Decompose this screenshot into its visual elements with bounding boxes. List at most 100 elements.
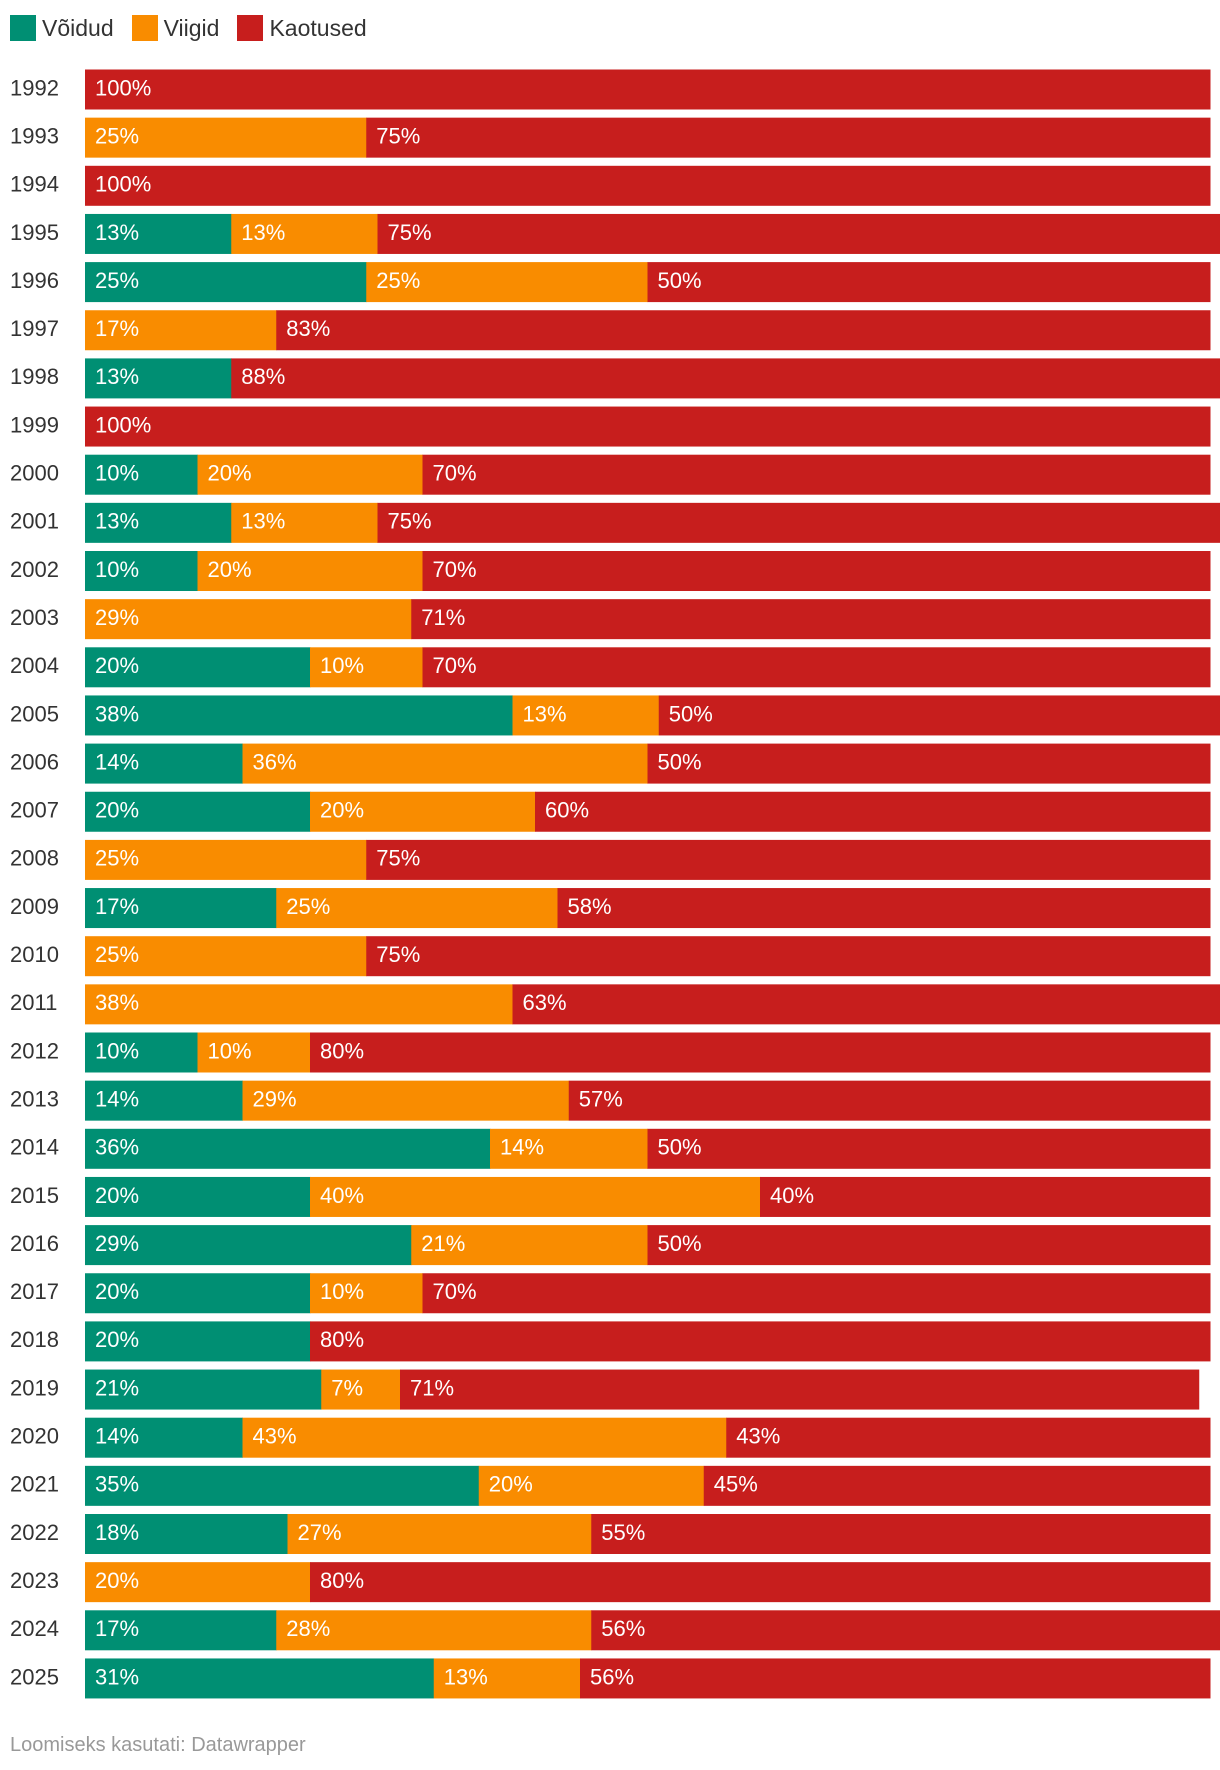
bar-viigid-2025 [433, 1658, 581, 1699]
bar-kaotused-1997 [276, 310, 1211, 351]
data-label-kaotused-1992: 100% [95, 75, 151, 100]
bar-kaotused-2021 [703, 1465, 1211, 1506]
data-label-kaotused-1997: 83% [286, 316, 330, 341]
data-label-kaotused-2020: 43% [736, 1424, 780, 1449]
bar-kaotused-2025 [580, 1658, 1211, 1699]
category-label-2014: 2014 [10, 1135, 59, 1160]
data-label-viigid-2019: 7% [331, 1375, 363, 1400]
bar-viigid-2023 [85, 1562, 311, 1603]
bar-kaotused-2005 [658, 695, 1220, 736]
data-label-viigid-2017: 10% [320, 1279, 364, 1304]
data-label-voidud-1995: 13% [95, 220, 139, 245]
data-label-kaotused-2009: 58% [568, 894, 612, 919]
bar-viigid-2021 [478, 1465, 705, 1506]
bar-kaotused-2010 [366, 936, 1211, 977]
category-label-1995: 1995 [10, 220, 59, 245]
legend-swatch-kaotused [237, 15, 264, 41]
data-label-kaotused-2024: 56% [601, 1616, 645, 1641]
data-label-voidud-2013: 14% [95, 1086, 139, 1111]
bar-kaotused-2000 [422, 454, 1211, 495]
category-label-2002: 2002 [10, 557, 59, 582]
data-label-voidud-2001: 13% [95, 509, 139, 534]
bar-kaotused-1999 [85, 406, 1211, 447]
data-label-viigid-2007: 20% [320, 798, 364, 823]
data-label-kaotused-1998: 88% [241, 364, 285, 389]
bar-viigid-2010 [85, 936, 367, 977]
data-label-kaotused-2000: 70% [433, 461, 477, 486]
category-label-2023: 2023 [10, 1568, 59, 1593]
bar-viigid-2014 [490, 1128, 648, 1169]
data-label-kaotused-2022: 55% [601, 1520, 645, 1545]
data-label-viigid-2010: 25% [95, 942, 139, 967]
data-label-kaotused-2018: 80% [320, 1327, 364, 1352]
data-label-voidud-2022: 18% [95, 1520, 139, 1545]
data-label-viigid-2023: 20% [95, 1568, 139, 1593]
data-label-kaotused-2008: 75% [376, 846, 420, 871]
legend-item-viigid: Viigid [131, 15, 219, 42]
bar-viigid-2024 [276, 1610, 592, 1651]
bar-viigid-2007 [310, 791, 536, 832]
bar-kaotused-2004 [422, 647, 1211, 688]
bar-voidud-2024 [85, 1610, 277, 1651]
bar-kaotused-2014 [647, 1128, 1211, 1169]
category-label-1998: 1998 [10, 364, 59, 389]
data-label-kaotused-1995: 75% [388, 220, 432, 245]
bar-voidud-2009 [85, 888, 277, 929]
bar-viigid-2013 [242, 1080, 570, 1121]
data-label-voidud-2019: 21% [95, 1375, 139, 1400]
bar-voidud-2013 [85, 1080, 243, 1121]
bar-kaotused-2012 [310, 1032, 1211, 1073]
data-label-viigid-2012: 10% [208, 1038, 252, 1063]
data-label-viigid-2003: 29% [95, 605, 139, 630]
bar-voidud-1998 [85, 358, 232, 399]
bar-viigid-2009 [276, 888, 558, 929]
legend-label-voidud: Võidud [42, 14, 114, 41]
category-label-2021: 2021 [10, 1472, 59, 1497]
data-label-kaotused-2010: 75% [376, 942, 420, 967]
stacked-bar-chart: 1992 100% 1993 25% 75% 1994 100% 1995 13% 13% 75% 1… [10, 69, 1220, 1699]
data-label-voidud-2025: 31% [95, 1664, 139, 1689]
bar-viigid-2005 [512, 695, 660, 736]
bar-viigid-2008 [85, 839, 367, 880]
bar-viigid-2000 [197, 454, 423, 495]
bar-viigid-2019 [321, 1369, 401, 1410]
category-label-2008: 2008 [10, 846, 59, 871]
bar-viigid-2015 [310, 1176, 761, 1217]
data-label-viigid-2024: 28% [286, 1616, 330, 1641]
bar-voidud-2015 [85, 1176, 311, 1217]
data-label-kaotused-2007: 60% [545, 798, 589, 823]
category-label-2013: 2013 [10, 1086, 59, 1111]
bar-voidud-2014 [85, 1128, 491, 1169]
bar-voidud-2012 [85, 1032, 198, 1073]
bar-voidud-2000 [85, 454, 198, 495]
data-label-voidud-2018: 20% [95, 1327, 139, 1352]
bar-kaotused-2002 [422, 551, 1211, 591]
data-label-kaotused-1999: 100% [95, 412, 151, 437]
bar-kaotused-2011 [512, 984, 1220, 1025]
legend-item-kaotused: Kaotused [237, 15, 367, 42]
data-label-viigid-2020: 43% [253, 1424, 297, 1449]
data-label-viigid-2006: 36% [253, 749, 297, 774]
bar-kaotused-2006 [647, 743, 1211, 784]
bar-kaotused-1992 [85, 69, 1211, 110]
bar-voidud-1995 [85, 213, 232, 254]
category-label-2016: 2016 [10, 1231, 59, 1256]
bar-voidud-2005 [85, 695, 513, 736]
category-label-2006: 2006 [10, 749, 59, 774]
bar-kaotused-1998 [231, 358, 1220, 399]
bar-viigid-2012 [197, 1032, 311, 1073]
bar-kaotused-2009 [557, 888, 1211, 929]
data-label-voidud-2020: 14% [95, 1424, 139, 1449]
data-label-kaotused-1996: 50% [658, 268, 702, 293]
data-label-viigid-1996: 25% [376, 268, 420, 293]
data-label-viigid-2013: 29% [253, 1086, 297, 1111]
data-label-voidud-2024: 17% [95, 1616, 139, 1641]
bar-voidud-2006 [85, 743, 243, 784]
data-label-kaotused-2017: 70% [433, 1279, 477, 1304]
category-label-1993: 1993 [10, 123, 59, 148]
data-label-viigid-2008: 25% [95, 846, 139, 871]
data-label-kaotused-2019: 71% [410, 1375, 454, 1400]
bar-kaotused-2003 [411, 599, 1211, 640]
data-label-voidud-1996: 25% [95, 268, 139, 293]
category-label-2019: 2019 [10, 1375, 59, 1400]
